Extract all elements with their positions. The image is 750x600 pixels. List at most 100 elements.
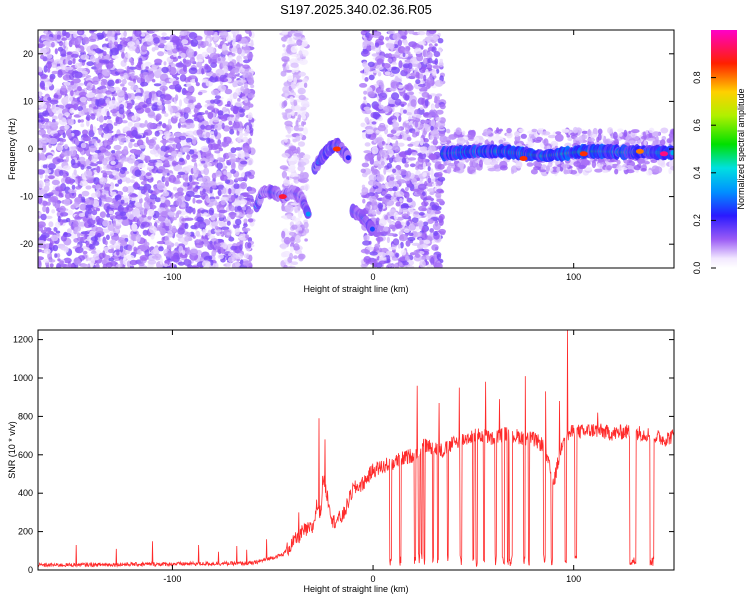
noise-blob: [386, 133, 394, 138]
noise-blob: [183, 111, 189, 120]
noise-blob: [213, 98, 221, 104]
noise-blob: [161, 32, 167, 37]
noise-blob: [163, 159, 170, 168]
noise-blob: [220, 115, 228, 122]
noise-blob: [212, 73, 217, 78]
noise-blob: [423, 112, 430, 116]
noise-blob: [89, 55, 96, 63]
noise-blob: [59, 170, 64, 176]
noise-blob: [362, 240, 371, 246]
noise-blob: [207, 143, 213, 151]
noise-blob: [47, 97, 52, 101]
noise-blob: [161, 236, 165, 242]
noise-blob: [467, 132, 476, 140]
noise-blob: [643, 139, 647, 146]
noise-blob: [364, 142, 371, 147]
noise-blob: [109, 231, 115, 237]
noise-blob: [496, 127, 500, 134]
noise-blob: [49, 263, 54, 268]
noise-blob: [250, 39, 254, 47]
noise-blob: [43, 65, 48, 73]
noise-blob: [192, 137, 197, 145]
noise-blob: [92, 80, 99, 85]
noise-blob: [145, 97, 152, 105]
noise-blob: [200, 145, 210, 152]
noise-blob: [214, 150, 221, 154]
noise-blob: [188, 75, 197, 80]
noise-blob: [207, 105, 215, 111]
noise-blob: [128, 66, 137, 70]
noise-blob: [47, 105, 51, 113]
noise-blob: [217, 57, 221, 62]
noise-blob: [149, 145, 153, 149]
noise-blob: [189, 248, 198, 256]
noise-blob: [201, 78, 209, 83]
noise-blob: [159, 257, 163, 265]
noise-blob: [415, 79, 421, 85]
noise-blob: [105, 262, 113, 268]
noise-blob: [57, 113, 64, 120]
noise-blob: [104, 197, 113, 203]
noise-blob: [227, 116, 233, 122]
noise-blob: [428, 153, 437, 161]
noise-blob: [206, 137, 211, 144]
noise-blob: [515, 161, 523, 169]
noise-blob: [416, 44, 424, 48]
noise-blob: [85, 185, 92, 190]
noise-blob: [281, 230, 286, 239]
noise-blob: [214, 31, 218, 36]
noise-blob: [134, 153, 139, 160]
noise-blob: [114, 33, 118, 41]
noise-blob: [221, 250, 226, 255]
noise-blob: [94, 99, 100, 106]
noise-blob: [291, 224, 298, 230]
noise-blob: [232, 92, 238, 100]
noise-blob: [239, 93, 246, 97]
noise-blob: [434, 43, 438, 47]
noise-blob: [189, 56, 195, 64]
noise-blob: [48, 221, 54, 228]
noise-blob: [194, 51, 198, 56]
noise-blob: [237, 137, 241, 143]
noise-blob: [299, 58, 308, 65]
noise-blob: [296, 146, 301, 155]
noise-blob: [618, 132, 623, 137]
noise-blob: [72, 220, 79, 228]
noise-blob: [154, 130, 160, 137]
noise-blob: [71, 184, 76, 190]
noise-blob: [360, 168, 366, 174]
noise-blob: [77, 67, 87, 72]
noise-blob: [204, 124, 213, 131]
noise-blob: [88, 129, 95, 138]
noise-blob: [297, 162, 302, 167]
noise-blob: [164, 113, 169, 117]
noise-blob: [387, 53, 392, 58]
noise-blob: [193, 194, 202, 198]
noise-blob: [63, 257, 72, 264]
noise-blob: [443, 162, 447, 166]
noise-blob: [171, 35, 180, 44]
noise-blob: [185, 130, 195, 136]
noise-blob: [434, 58, 439, 66]
noise-blob: [234, 261, 240, 268]
noise-blob: [197, 209, 202, 214]
noise-blob: [38, 90, 43, 98]
noise-blob: [185, 120, 192, 124]
noise-blob: [479, 159, 483, 168]
noise-blob: [148, 92, 152, 100]
noise-blob: [154, 58, 163, 64]
noise-blob: [77, 147, 84, 152]
noise-blob: [439, 58, 444, 64]
noise-blob: [133, 181, 139, 189]
noise-blob: [185, 190, 195, 197]
noise-blob: [419, 125, 424, 129]
noise-blob: [121, 78, 127, 85]
noise-blob: [414, 253, 421, 258]
noise-blob: [77, 119, 81, 123]
noise-blob: [66, 228, 72, 234]
noise-blob: [406, 106, 415, 113]
noise-blob: [58, 192, 64, 198]
noise-blob: [76, 232, 81, 238]
noise-blob: [90, 236, 99, 242]
noise-blob: [429, 228, 435, 233]
